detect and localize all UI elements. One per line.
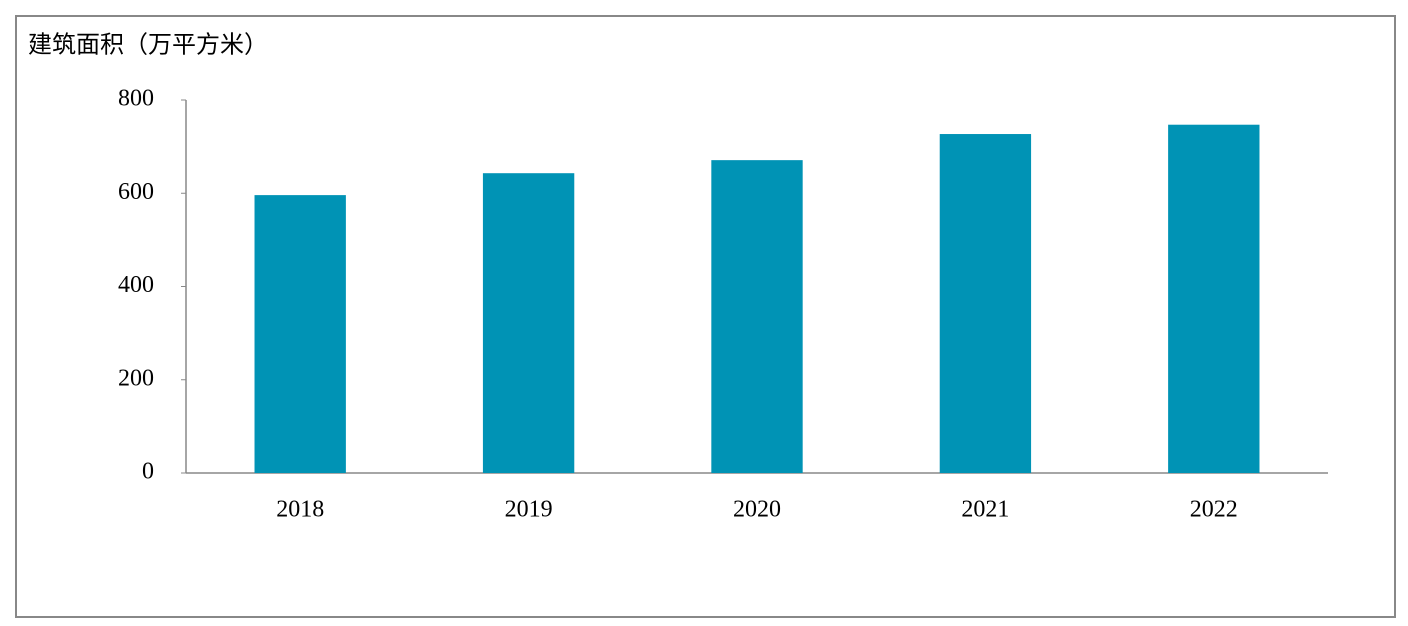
x-tick-label: 2018 (276, 497, 324, 523)
y-tick-label: 0 (142, 459, 154, 485)
bar (482, 173, 575, 474)
x-tick-label: 2019 (505, 497, 553, 523)
chart-frame (15, 15, 1396, 618)
bar (254, 195, 346, 474)
bar (711, 160, 803, 474)
x-tick-label: 2020 (733, 497, 781, 523)
y-axis-label: 建筑面积（万平方米） (28, 32, 268, 59)
y-tick-label: 200 (118, 365, 154, 391)
bar (939, 134, 1032, 473)
x-tick-label: 2022 (1190, 497, 1238, 523)
y-tick-label: 400 (118, 272, 154, 298)
bar (1168, 124, 1260, 474)
x-tick-label: 2021 (961, 497, 1009, 523)
y-tick-label: 600 (118, 179, 154, 205)
y-tick-label: 800 (118, 86, 154, 112)
